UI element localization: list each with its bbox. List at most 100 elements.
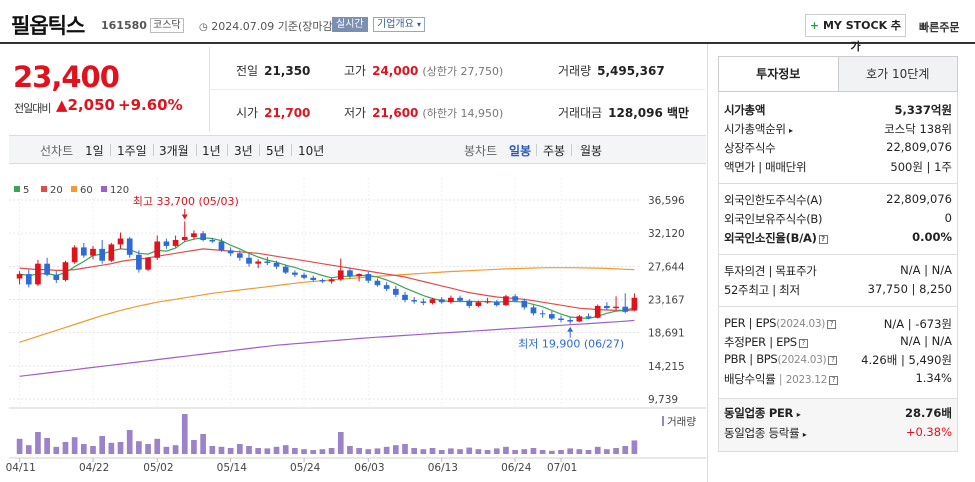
help-icon[interactable]: ? [818,235,828,244]
volume-bar [548,450,555,454]
quick-order-button[interactable]: 빠른주문 [919,21,960,34]
volume-label: 거래량 [558,64,592,78]
chevron-right-icon[interactable]: ▸ [802,430,807,439]
foreign-hold-row: 외국인보유주식수(B) 0 [724,211,952,229]
foreign-ratio-label: 외국인소진율(B/A)? [724,230,828,246]
volume-bar [236,444,243,454]
volume-legend-swatch [662,416,664,426]
candle-body [292,272,298,275]
candle-body [319,279,326,282]
prev-close-value: 21,350 [264,64,311,78]
period-3m[interactable]: 3개월 [159,144,189,158]
volume-bar [493,448,500,454]
candle-body [402,294,408,301]
candle-body [604,305,610,309]
candle-body [594,305,601,318]
mystock-add-button[interactable]: + MY STOCK 추가 [805,14,906,53]
open-price: 시가 21,700 [236,104,310,121]
candle-body [136,254,142,270]
help-icon[interactable]: ? [827,320,837,329]
low-label: 저가 [344,106,367,120]
candle-body [191,233,197,238]
realtime-button[interactable]: 실시간 [332,17,368,32]
period-1y[interactable]: 1년 [202,144,221,158]
clock-icon: ◷ [199,22,208,33]
volume-bar [35,432,41,454]
volume-bar [108,442,115,454]
volume-bar [521,449,528,454]
help-icon[interactable]: ? [829,376,839,385]
candle-body [548,314,555,319]
legend-swatch [41,186,47,192]
candle-body [429,299,436,303]
volume-bar [117,442,124,454]
candle-body [539,313,546,315]
period-1w[interactable]: 1주일 [117,144,147,158]
candle-body [273,262,280,267]
low-value: 21,600 [372,106,419,120]
w52-row: 52주최고 | 최저 37,750 | 8,250 [724,282,952,300]
volume-bar [503,446,509,454]
candle-body [181,237,188,240]
candle-chart-label: 봉차트 [464,144,498,158]
help-icon[interactable]: ? [828,356,838,365]
y-tick-label: 18,691 [648,328,685,340]
candle-body [576,316,583,322]
candle-body [484,301,491,303]
chevron-right-icon[interactable]: ▸ [789,126,793,135]
market-cap-value: 5,337억원 [894,103,952,117]
candle-body [493,301,500,306]
candlestick-chart[interactable]: 36,596 32,120 27,644 23,167 18,691 14,215 9,73… [0,178,706,482]
candle-body [200,233,206,240]
x-tick-label: 07/01 [547,462,577,474]
candle-body [613,306,619,309]
volume-bar [200,434,206,454]
est-per-label: 추정PER | EPS? [724,334,808,350]
volume-bar [62,442,69,454]
period-10y[interactable]: 10년 [298,144,325,158]
period-3y[interactable]: 3년 [234,144,253,158]
period-monthly[interactable]: 월봉 [580,144,603,158]
x-tick-label: 04/11 [6,462,36,474]
candle-body [622,306,629,312]
legend-swatch [101,186,107,192]
pbr-label-text: PBR | BPS [724,352,778,366]
volume-bar [310,450,317,454]
line-chart-label: 선차트 [40,144,74,158]
tab-order-book[interactable]: 호가 10단계 [838,57,957,91]
volume-bar [585,450,592,454]
volume-bar [457,449,463,454]
price-change: ▲2,050 [56,96,115,114]
help-icon[interactable]: ? [798,339,808,348]
prev-close-label: 전일 [236,64,259,78]
low-arrow-head [567,326,574,332]
opinion-value: N/A | N/A [900,263,952,277]
period-daily[interactable]: 일봉 [509,144,532,158]
period-5y[interactable]: 5년 [266,144,285,158]
volume-bar [383,446,390,454]
candle-body [126,238,133,255]
volume-bar [90,446,96,454]
foreign-limit-row: 외국인한도주식수(A) 22,809,076 [724,192,952,210]
period-weekly[interactable]: 주봉 [543,144,566,158]
quote-date-text: 2024.07.09 기준(장마감) [211,20,337,33]
tab-investment-info[interactable]: 투자정보 [719,57,839,91]
amount-value: 128,096 백만 [608,106,690,120]
company-info-button[interactable]: 기업개요 ▾ [373,17,426,32]
candle-body [282,266,289,273]
shares-label: 상장주식수 [724,141,776,155]
per-label: PER | EPS(2024.03)? [724,316,837,330]
divider [209,47,210,132]
divider [707,44,708,482]
candle-body [154,241,161,258]
candle-body [246,257,252,264]
upper-limit: (상한가 27,750) [422,65,504,78]
chevron-right-icon[interactable]: ▸ [796,410,801,419]
x-tick-label: 05/02 [143,462,173,474]
y-tick-label: 9,739 [648,394,678,406]
volume-bar [301,449,307,454]
volume-bar [420,449,427,454]
pbr-date: (2024.03) [777,354,827,366]
period-1d[interactable]: 1일 [85,144,104,158]
market-cap-label: 시가총액 [724,103,766,117]
